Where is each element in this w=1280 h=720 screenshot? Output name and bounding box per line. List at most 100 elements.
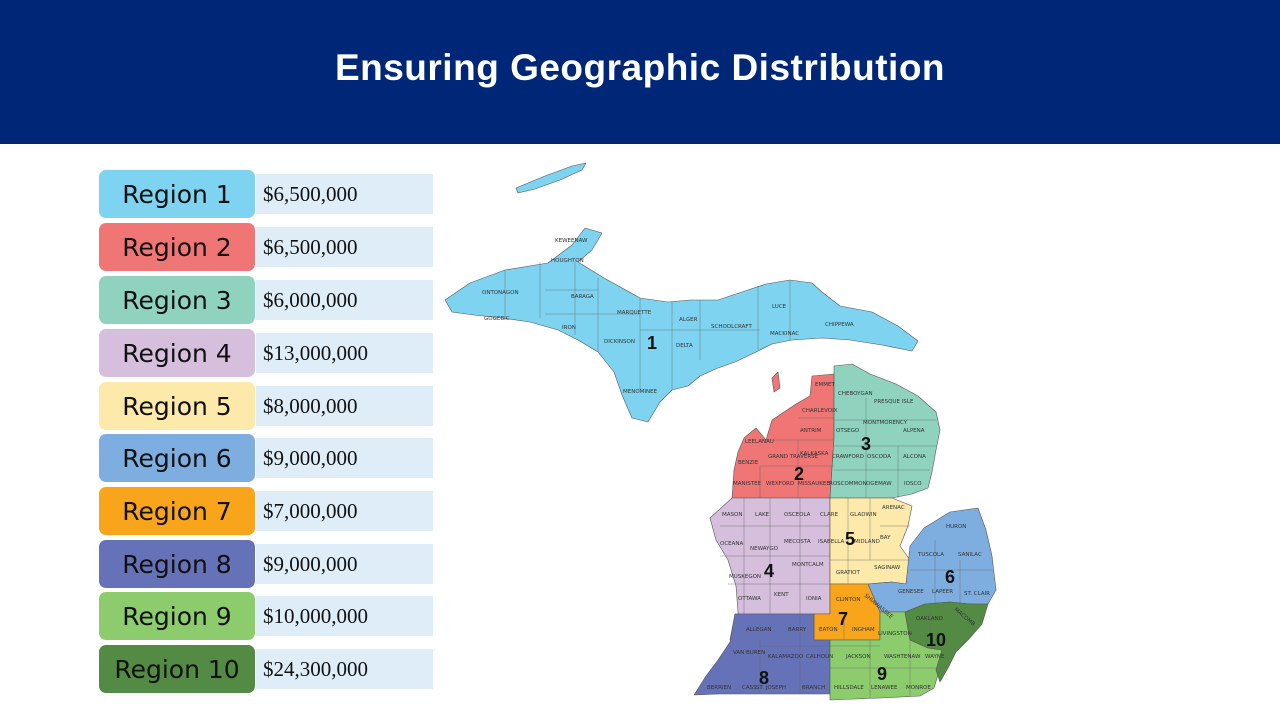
county-label: IRON <box>562 325 576 331</box>
county-label: HOUGHTON <box>551 258 584 264</box>
county-label: DICKINSON <box>604 339 635 345</box>
michigan-region-map: KEWEENAW HOUGHTON ONTONAGON BARAGA GOGEB… <box>444 162 997 701</box>
region-number: 5 <box>845 529 855 549</box>
region-amount: $8,000,000 <box>256 386 433 426</box>
county-label: OAKLAND <box>916 616 943 622</box>
county-label: LAPEER <box>932 589 953 595</box>
county-label: WEXFORD <box>766 481 794 487</box>
county-label: MECOSTA <box>784 539 811 545</box>
county-label: HILLSDALE <box>834 685 864 691</box>
county-label: GRATIOT <box>836 570 861 576</box>
county-label: JACKSON <box>845 654 871 660</box>
county-label: HURON <box>946 524 966 530</box>
region-2-island <box>771 371 781 393</box>
county-label: ARENAC <box>882 505 905 511</box>
county-label: SCHOOLCRAFT <box>711 324 752 330</box>
county-label: SANILAC <box>958 552 982 558</box>
region-pill: Region 2 <box>99 223 255 271</box>
county-label: PRESQUE ISLE <box>874 399 914 405</box>
county-label: OGEMAW <box>866 481 892 487</box>
region-pill: Region 10 <box>99 645 255 693</box>
county-label: IONIA <box>806 596 822 602</box>
county-label: BRANCH <box>802 685 825 691</box>
county-label: ISABELLA <box>818 539 844 545</box>
region-number: 10 <box>926 630 946 650</box>
county-label: GOGEBIC <box>484 316 510 322</box>
county-label: WAYNE <box>925 654 945 660</box>
region-8-shape <box>693 613 831 696</box>
region-row-10: Region 10 $24,300,000 <box>99 645 439 693</box>
county-label: GENESEE <box>898 589 924 595</box>
county-label: OCEANA <box>720 541 744 547</box>
county-label: ALGER <box>679 317 698 323</box>
region-row-3: Region 3 $6,000,000 <box>99 276 439 324</box>
region-amount: $6,500,000 <box>256 174 433 214</box>
county-label: EATON <box>819 627 838 633</box>
region-amount: $6,500,000 <box>256 227 433 267</box>
county-label: MASON <box>722 512 742 518</box>
region-1-shape <box>515 162 587 194</box>
county-label: EMMET <box>815 382 835 388</box>
region-pill: Region 1 <box>99 170 255 218</box>
county-label: LAKE <box>755 512 770 518</box>
county-label: IOSCO <box>904 481 922 487</box>
page-title: Ensuring Geographic Distribution <box>334 47 946 88</box>
region-pill: Region 8 <box>99 540 255 588</box>
county-label: LENAWEE <box>871 685 898 691</box>
county-label: OSCODA <box>867 454 891 460</box>
region-amount: $9,000,000 <box>256 438 433 478</box>
county-label: MISSAUKEE <box>798 481 830 487</box>
region-2-shape <box>731 373 835 499</box>
county-label: TUSCOLA <box>917 552 944 558</box>
region-row-1: Region 1 $6,500,000 <box>99 170 439 218</box>
region-pill: Region 7 <box>99 487 255 535</box>
region-row-7: Region 7 $7,000,000 <box>99 487 439 535</box>
region-amount: $9,000,000 <box>256 544 433 584</box>
county-label: MIDLAND <box>854 539 880 545</box>
county-label: ALCONA <box>903 454 926 460</box>
region-number-labels: 1 2 3 4 5 6 7 8 9 10 <box>647 333 955 688</box>
county-label: KEWEENAW <box>555 238 588 244</box>
county-label: CRAWFORD <box>832 454 864 460</box>
region-amount: $7,000,000 <box>256 491 433 531</box>
county-label: MENOMINEE <box>623 389 658 395</box>
region-pill: Region 3 <box>99 276 255 324</box>
region-number: 1 <box>647 333 657 353</box>
county-label: LEELANAU <box>745 439 774 445</box>
county-label: CHIPPEWA <box>825 322 854 328</box>
region-row-4: Region 4 $13,000,000 <box>99 329 439 377</box>
region-row-6: Region 6 $9,000,000 <box>99 434 439 482</box>
region-pill: Region 9 <box>99 592 255 640</box>
county-label: ST. CLAIR <box>964 591 990 597</box>
county-label: VAN BUREN <box>733 650 765 656</box>
county-label: OSCEOLA <box>784 512 811 518</box>
region-1-shape <box>444 227 919 423</box>
county-label: MARQUETTE <box>617 310 652 316</box>
county-label: INGHAM <box>852 627 875 633</box>
county-label: WASHTENAW <box>884 654 921 660</box>
title-banner: Ensuring Geographic Distribution <box>0 0 1280 144</box>
county-label: CASS <box>742 685 757 691</box>
county-label: MONTMORENCY <box>863 420 908 426</box>
county-label: GLADWIN <box>850 512 877 518</box>
county-label: KALKASKA <box>800 451 829 457</box>
county-label: CLINTON <box>836 597 860 603</box>
region-row-8: Region 8 $9,000,000 <box>99 540 439 588</box>
county-label: ANTRIM <box>800 428 822 434</box>
county-label: NEWAYGO <box>750 546 779 552</box>
region-row-5: Region 5 $8,000,000 <box>99 382 439 430</box>
region-number: 9 <box>877 664 887 684</box>
region-pill: Region 6 <box>99 434 255 482</box>
county-label: CALHOUN <box>806 654 833 660</box>
county-label: OTSEGO <box>836 428 860 434</box>
region-number: 4 <box>764 561 774 581</box>
county-label: MANISTEE <box>733 481 762 487</box>
region-amount: $24,300,000 <box>256 649 433 689</box>
county-label: LIVINGSTON <box>878 631 912 637</box>
region-amount: $10,000,000 <box>256 596 433 636</box>
county-label: MACKINAC <box>770 331 799 337</box>
region-pill: Region 4 <box>99 329 255 377</box>
county-borders <box>504 262 992 698</box>
county-label: ALLEGAN <box>746 627 772 633</box>
region-number: 8 <box>759 668 769 688</box>
